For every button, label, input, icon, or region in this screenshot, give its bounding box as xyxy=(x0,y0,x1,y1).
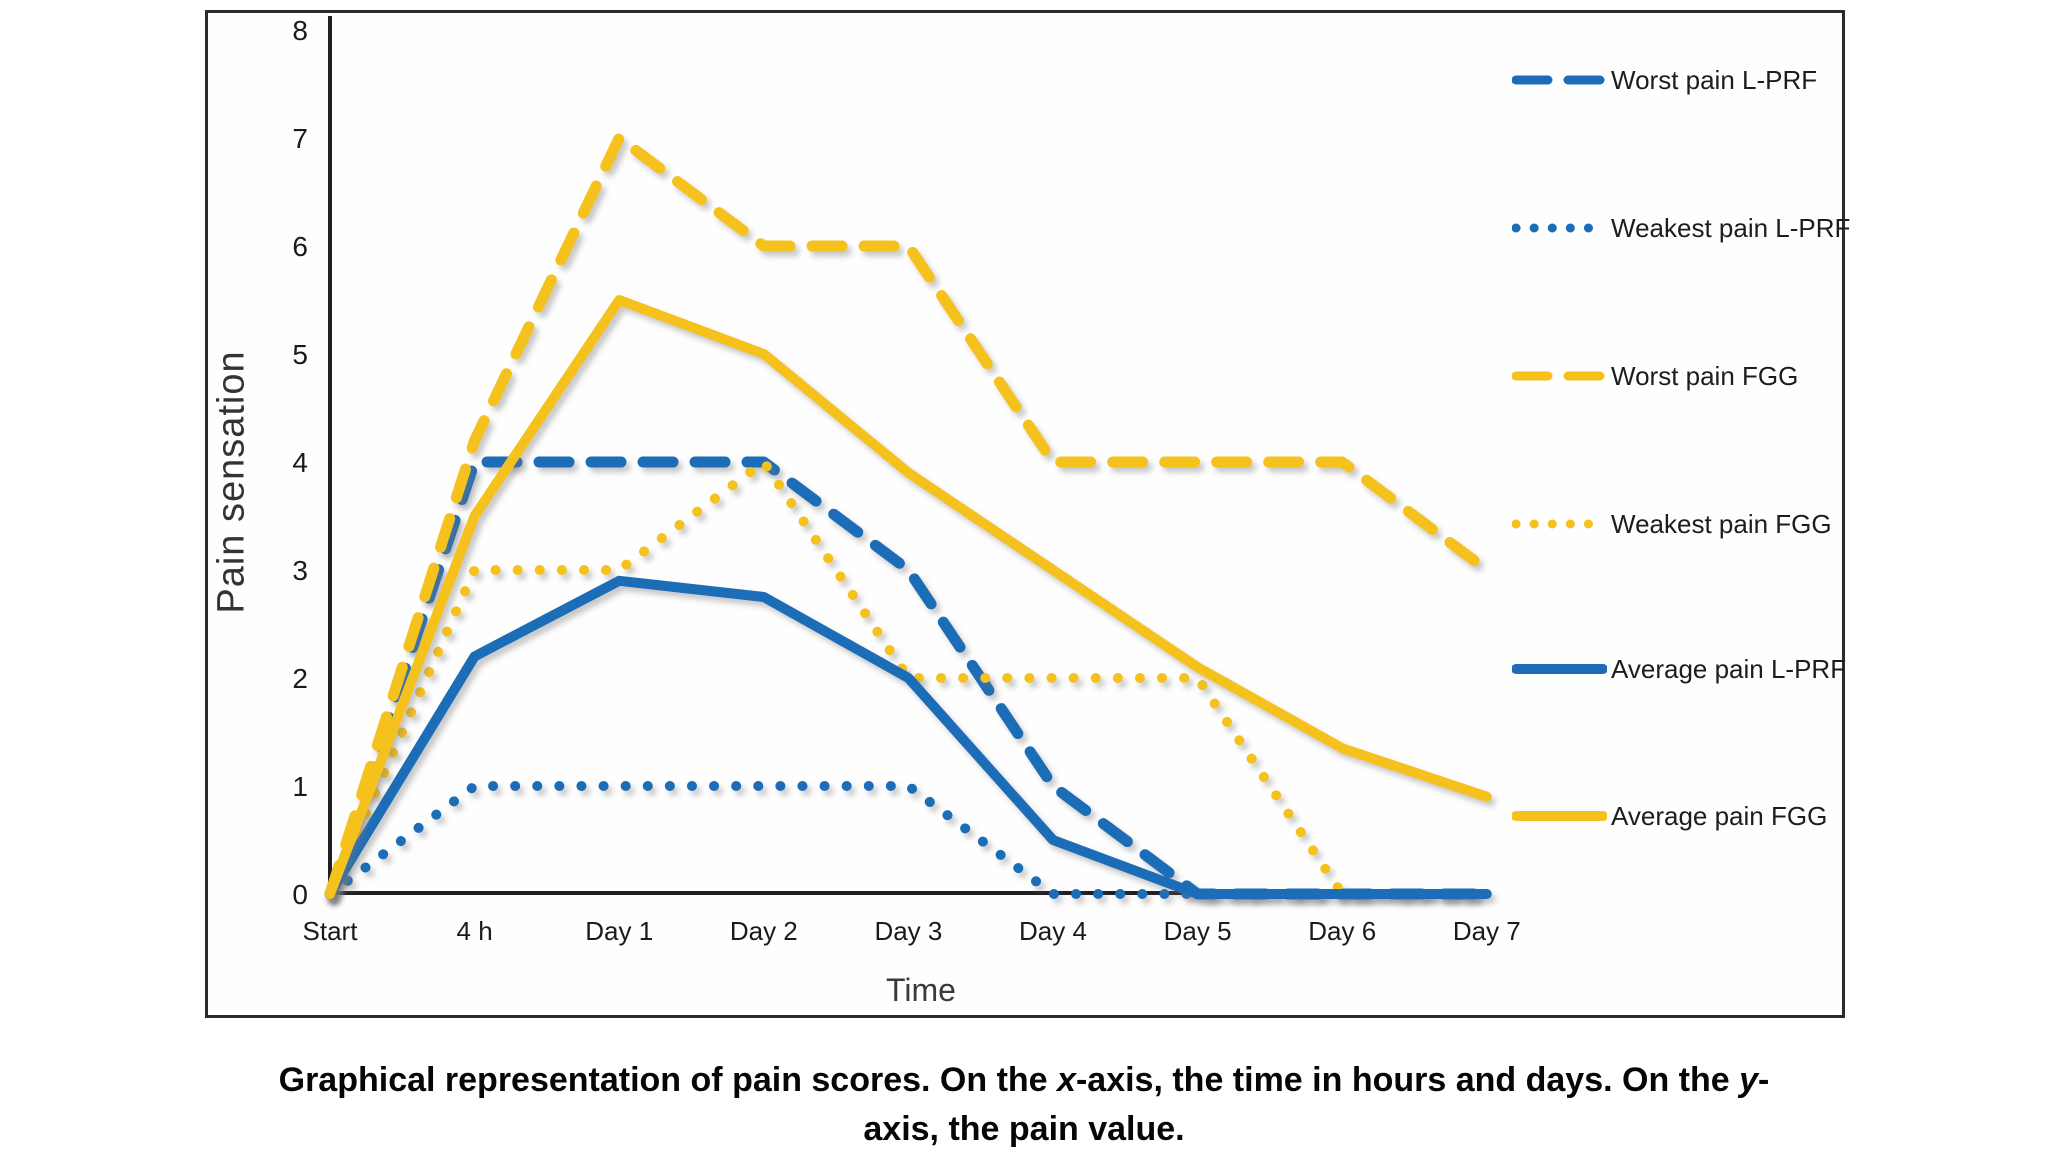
x-tick-label: Day 1 xyxy=(585,916,653,946)
legend-item: Average pain L-PRF xyxy=(1512,652,1846,686)
y-tick-label: 7 xyxy=(292,123,308,154)
legend-item: Worst pain L-PRF xyxy=(1512,63,1817,97)
series-line-worst-pain-fgg xyxy=(324,132,1493,900)
y-tick-label: 2 xyxy=(292,663,308,694)
series-layer xyxy=(324,132,1493,900)
x-tick-label: Day 7 xyxy=(1453,916,1521,946)
caption-text: -axis, the time in hours and days. On th… xyxy=(1075,1061,1740,1099)
y-tick-label: 0 xyxy=(292,879,308,910)
y-tick-label: 5 xyxy=(292,339,308,370)
caption-text: Graphical representation of pain scores.… xyxy=(278,1061,1058,1099)
dashed-line-swatch-icon xyxy=(1512,371,1607,381)
legend-label: Worst pain FGG xyxy=(1611,360,1799,391)
legend-item: Weakest pain L-PRF xyxy=(1512,211,1850,245)
x-tick-label: Day 3 xyxy=(874,916,942,946)
y-tick-label: 6 xyxy=(292,231,308,262)
legend-item: Worst pain FGG xyxy=(1512,359,1798,393)
legend-item: Weakest pain FGG xyxy=(1512,507,1832,541)
legend-item: Average pain FGG xyxy=(1512,799,1827,833)
series-line-weakest-pain-l-prf xyxy=(325,781,1492,899)
solid-line-swatch-icon xyxy=(1512,811,1607,821)
caption-text: y xyxy=(1739,1061,1759,1099)
legend-label: Worst pain L-PRF xyxy=(1611,64,1818,95)
caption-text: axis, the pain value. xyxy=(863,1110,1185,1149)
legend-label: Weakest pain L-PRF xyxy=(1611,212,1851,243)
x-tick-label: Day 4 xyxy=(1019,916,1087,946)
series-line-average-pain-fgg xyxy=(325,295,1492,899)
dashed-line-swatch-icon xyxy=(1512,75,1607,85)
legend-label: Weakest pain FGG xyxy=(1611,508,1832,539)
y-tick-label: 3 xyxy=(292,555,308,586)
y-tick-label: 4 xyxy=(292,447,308,478)
series-line-average-pain-l-prf xyxy=(325,575,1492,899)
caption-text: - xyxy=(1758,1061,1770,1099)
x-axis-title: Time xyxy=(886,972,956,1008)
solid-line-swatch-icon xyxy=(1512,664,1607,674)
x-tick-label: Start xyxy=(303,916,359,946)
x-tick-label: Day 5 xyxy=(1164,916,1232,946)
x-tick-label: Day 2 xyxy=(730,916,798,946)
legend-label: Average pain L-PRF xyxy=(1611,653,1847,684)
y-tick-label: 8 xyxy=(292,15,308,46)
axes-layer: 8 7 6 5 4 3 2 1 0 Start 4 h Day 1 Day 2 Day 3 Day 4 Day… xyxy=(292,15,1520,946)
dotted-line-swatch-icon xyxy=(1512,519,1607,529)
legend-label: Average pain FGG xyxy=(1611,800,1828,831)
x-tick-label: 4 h xyxy=(457,916,493,946)
caption-text: x xyxy=(1057,1061,1076,1099)
x-tick-label: Day 6 xyxy=(1308,916,1376,946)
y-tick-label: 1 xyxy=(292,771,308,802)
dotted-line-swatch-icon xyxy=(1512,223,1607,233)
y-axis-title: Pain sensation xyxy=(210,350,253,614)
figure-caption: Graphical representation of pain scores.… xyxy=(120,1056,1928,1155)
